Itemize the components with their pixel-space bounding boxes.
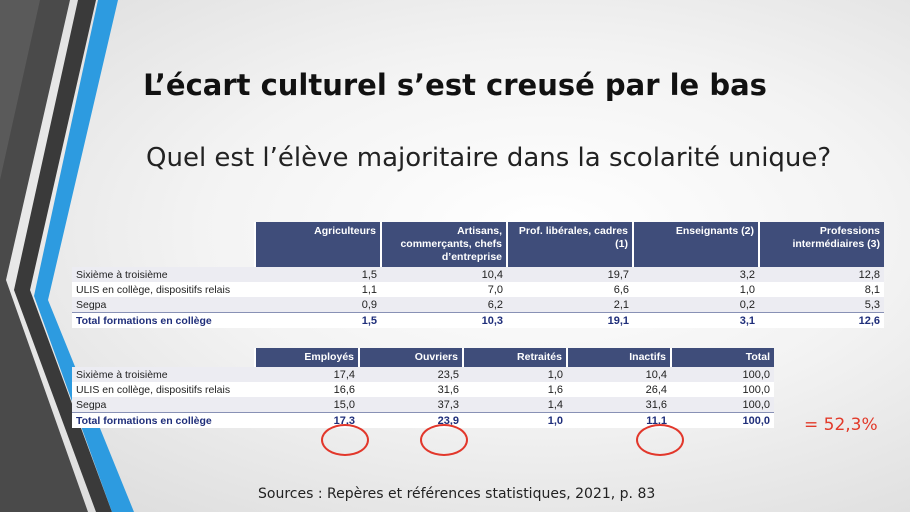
cell-value: 6,6 [507, 282, 633, 297]
highlight-circle-inactifs [636, 424, 684, 456]
column-header: Prof. libérales, cadres (1) [506, 222, 633, 267]
row-label: Total formations en collège [72, 312, 255, 328]
cell-value: 1,0 [463, 412, 567, 428]
header-corner [72, 348, 255, 367]
table-row: Segpa 0,9 6,2 2,1 0,2 5,3 [72, 297, 884, 313]
cell-value: 100,0 [671, 397, 774, 413]
cell-value: 100,0 [671, 382, 774, 397]
column-header: Enseignants (2) [632, 222, 759, 267]
row-label: ULIS en collège, dispositifs relais [72, 282, 255, 297]
cell-value: 7,0 [381, 282, 507, 297]
cell-value: 17,4 [255, 367, 359, 382]
sum-annotation: = 52,3% [804, 415, 878, 435]
cell-value: 100,0 [671, 412, 774, 428]
column-header: Ouvriers [358, 348, 463, 367]
table-row: Sixième à troisième 17,4 23,5 1,0 10,4 1… [72, 367, 774, 382]
table-total-row: Total formations en collège 1,5 10,3 19,… [72, 312, 884, 328]
cell-value: 31,6 [567, 397, 671, 413]
table-row: Segpa 15,0 37,3 1,4 31,6 100,0 [72, 397, 774, 413]
row-label: Total formations en collège [72, 412, 255, 428]
column-header: Professions intermédiaires (3) [758, 222, 884, 267]
cell-value: 1,1 [255, 282, 381, 297]
cell-value: 3,1 [633, 312, 759, 328]
cell-value: 19,1 [507, 312, 633, 328]
table-total-row: Total formations en collège 17,3 23,9 1,… [72, 412, 774, 428]
table-second: Employés Ouvriers Retraités Inactifs Tot… [72, 348, 774, 428]
row-label: Segpa [72, 297, 255, 313]
cell-value: 16,6 [255, 382, 359, 397]
table-row: ULIS en collège, dispositifs relais 1,1 … [72, 282, 884, 297]
cell-value: 15,0 [255, 397, 359, 413]
column-header: Total [670, 348, 774, 367]
cell-value: 1,5 [255, 267, 381, 282]
column-header: Retraités [462, 348, 567, 367]
row-label: Sixième à troisième [72, 267, 255, 282]
cell-value: 11,1 [567, 412, 671, 428]
row-label: Segpa [72, 397, 255, 413]
table-header-row: Employés Ouvriers Retraités Inactifs Tot… [72, 348, 774, 367]
slide-subtitle: Quel est l’élève majoritaire dans la sco… [146, 143, 832, 173]
cell-value: 17,3 [255, 412, 359, 428]
cell-value: 12,6 [759, 312, 884, 328]
table-first: Agriculteurs Artisans, commerçants, chef… [72, 222, 884, 328]
column-header: Agriculteurs [254, 222, 381, 267]
cell-value: 19,7 [507, 267, 633, 282]
cell-value: 12,8 [759, 267, 884, 282]
cell-value: 1,4 [463, 397, 567, 413]
cell-value: 31,6 [359, 382, 463, 397]
cell-value: 1,5 [255, 312, 381, 328]
cell-value: 100,0 [671, 367, 774, 382]
cell-value: 8,1 [759, 282, 884, 297]
highlight-circle-employes [321, 424, 369, 456]
cell-value: 23,5 [359, 367, 463, 382]
row-label: ULIS en collège, dispositifs relais [72, 382, 255, 397]
cell-value: 6,2 [381, 297, 507, 313]
cell-value: 37,3 [359, 397, 463, 413]
column-header: Inactifs [566, 348, 671, 367]
column-header: Employés [254, 348, 359, 367]
header-corner [72, 222, 255, 267]
slide-title: L’écart culturel s’est creusé par le bas [143, 68, 767, 102]
cell-value: 5,3 [759, 297, 884, 313]
table-header-row: Agriculteurs Artisans, commerçants, chef… [72, 222, 884, 267]
cell-value: 26,4 [567, 382, 671, 397]
cell-value: 10,4 [567, 367, 671, 382]
column-header: Artisans, commerçants, chefs d’entrepris… [380, 222, 507, 267]
row-label: Sixième à troisième [72, 367, 255, 382]
cell-value: 10,3 [381, 312, 507, 328]
cell-value: 0,2 [633, 297, 759, 313]
cell-value: 1,0 [463, 367, 567, 382]
table-row: ULIS en collège, dispositifs relais 16,6… [72, 382, 774, 397]
cell-value: 1,6 [463, 382, 567, 397]
cell-value: 10,4 [381, 267, 507, 282]
source-note: Sources : Repères et références statisti… [258, 486, 656, 502]
cell-value: 3,2 [633, 267, 759, 282]
cell-value: 0,9 [255, 297, 381, 313]
cell-value: 2,1 [507, 297, 633, 313]
table-row: Sixième à troisième 1,5 10,4 19,7 3,2 12… [72, 267, 884, 282]
highlight-circle-ouvriers [420, 424, 468, 456]
cell-value: 1,0 [633, 282, 759, 297]
